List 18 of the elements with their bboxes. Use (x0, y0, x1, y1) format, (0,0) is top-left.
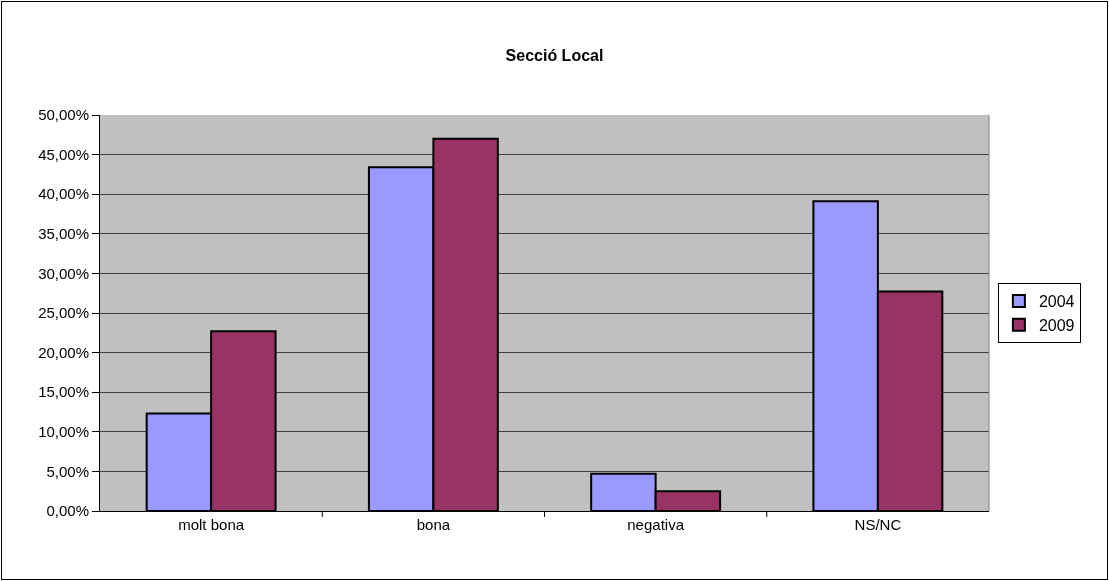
y-tick-label: 45,00% (38, 145, 89, 163)
y-tick-label: 40,00% (38, 185, 89, 203)
y-tick-label: 0,00% (46, 502, 89, 520)
x-tick-label: bona (416, 516, 451, 533)
y-tick-label: 15,00% (38, 383, 89, 401)
x-tick-label: negativa (627, 516, 685, 533)
y-tick-label: 5,00% (46, 462, 89, 480)
y-tick-label: 35,00% (38, 225, 89, 243)
legend-label: 2004 (1038, 293, 1075, 311)
y-tick-label: 10,00% (38, 423, 89, 441)
y-tick-label: 25,00% (38, 304, 89, 322)
legend-label: 2009 (1038, 316, 1075, 334)
y-tick-label: 50,00% (38, 106, 89, 124)
chart-title: Secció Local (505, 46, 604, 64)
x-tick-label: molt bona (178, 516, 245, 533)
x-tick-label: NS/NC (854, 516, 902, 533)
y-tick-label: 20,00% (38, 343, 89, 361)
y-tick-label: 30,00% (38, 264, 89, 282)
